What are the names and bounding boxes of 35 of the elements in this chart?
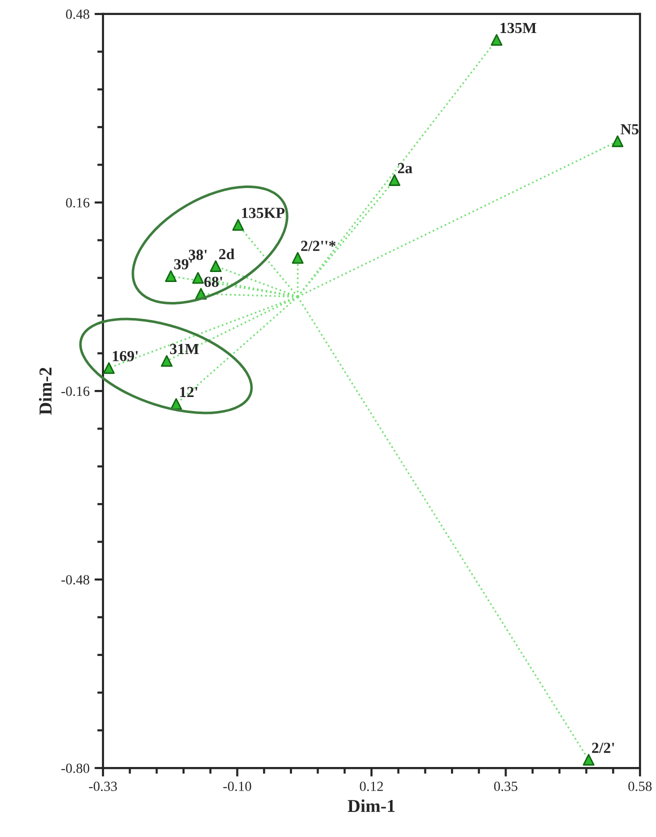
x-tick-label: 0.35 <box>494 782 518 792</box>
point <box>165 270 177 282</box>
annotation: 12' <box>180 386 198 398</box>
point <box>388 174 400 186</box>
point <box>103 362 115 374</box>
x-tick-label: -0.33 <box>89 782 117 792</box>
point <box>582 754 594 766</box>
y-axis-title: Dim-2 <box>38 368 52 415</box>
annotation: 2a <box>398 163 412 174</box>
annotation: 2/2' <box>592 742 614 753</box>
point <box>192 272 204 284</box>
annotation: 169' <box>112 350 138 362</box>
x-tick-label: -0.10 <box>223 782 252 792</box>
y-tick-label: -0.80 <box>61 764 90 774</box>
y-tick-label: -0.16 <box>61 386 90 396</box>
x-tick-label: 0.58 <box>628 782 652 792</box>
annotation: N5 <box>620 124 638 134</box>
point <box>232 219 244 231</box>
x-axis-title: Dim-1 <box>348 799 395 812</box>
y-tick-label: 0.48 <box>66 10 90 19</box>
annotation: 135KP <box>242 208 285 218</box>
y-tick-label: -0.48 <box>61 575 90 585</box>
point <box>612 135 624 148</box>
annotation: 31M <box>170 344 199 354</box>
point <box>160 355 173 367</box>
point <box>292 252 304 264</box>
annotation: 39' <box>174 259 192 270</box>
point <box>490 34 502 46</box>
y-tick-label: 0.16 <box>66 198 90 208</box>
annotation: 2/2''* <box>301 240 336 252</box>
annotation: 38' <box>188 250 207 260</box>
x-tick-label: 0.12 <box>360 782 383 792</box>
annotation: 135M <box>500 22 536 34</box>
annotation: 2d <box>219 248 234 260</box>
point <box>210 260 222 272</box>
